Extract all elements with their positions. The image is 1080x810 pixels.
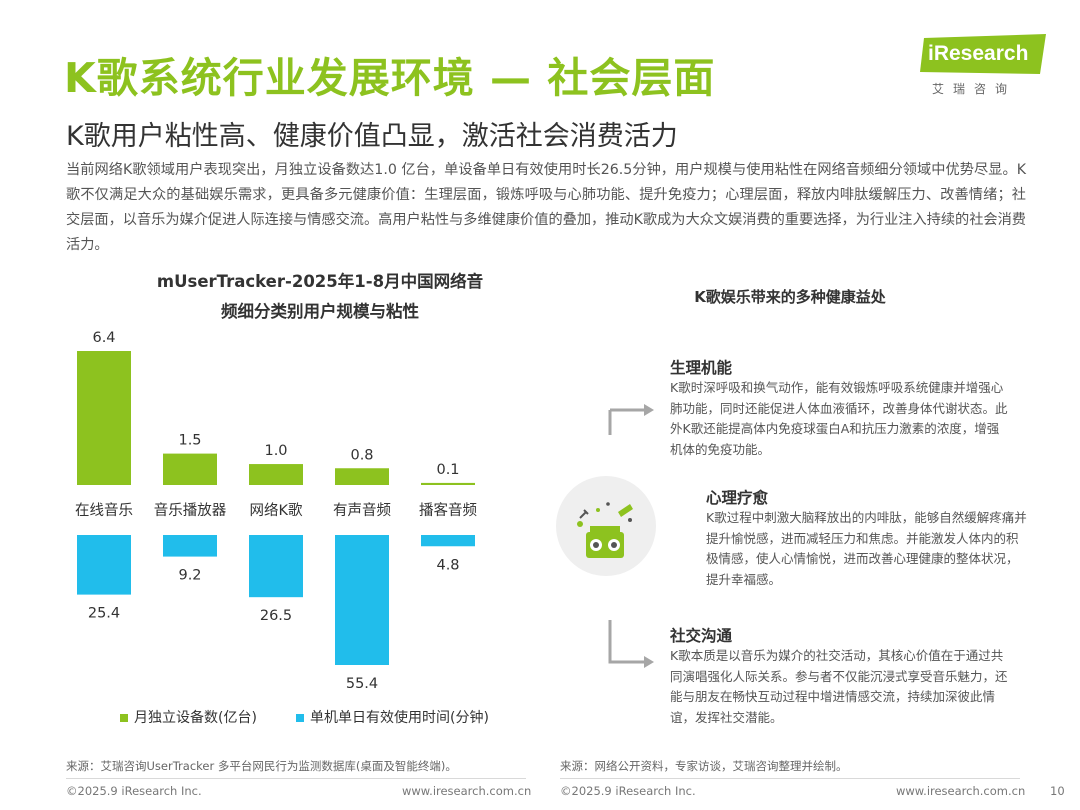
label-devices-2: 1.0 — [264, 443, 287, 459]
intro-paragraph: 当前网络K歌领域用户表现突出，月独立设备数达1.0 亿台，单设备单日有效使用时长… — [66, 162, 1026, 253]
legend-devices: 月独立设备数(亿台) — [120, 707, 257, 727]
category-label-3: 有声音频 — [333, 501, 391, 519]
benefit-heading-physical: 生理机能 — [670, 359, 733, 377]
source-right: 来源：网络公开资料，专家访谈，艾瑞咨询整理并绘制。 — [560, 759, 848, 773]
label-time-4: 4.8 — [436, 557, 459, 573]
page-number: 10 — [1050, 784, 1065, 798]
legend-time-swatch — [296, 714, 304, 722]
label-devices-0: 6.4 — [92, 330, 115, 346]
label-time-3: 55.4 — [346, 676, 378, 692]
bar-devices-4 — [421, 482, 475, 485]
bar-chart: 6.4 在线音乐 25.4 1.5 音乐播放器 9.2 1.0 网络K歌 26.5 0.8 有声音频… — [75, 330, 477, 692]
chart-title-line1: mUserTracker-2025年1-8月中国网络音 — [156, 272, 484, 291]
benefit-text-physical: K歌时深呼吸和换气动作，能有效锻炼呼吸系统健康并增强心肺功能，同时还能促进人体血… — [670, 380, 1008, 457]
footer-divider-right — [560, 778, 1020, 779]
bar-devices-1 — [163, 453, 217, 485]
bar-time-2 — [249, 535, 303, 598]
label-devices-1: 1.5 — [178, 433, 201, 449]
legend-time: 单机单日有效使用时间(分钟) — [296, 707, 489, 727]
chart-title-line2: 频细分类别用户规模与粘性 — [221, 302, 419, 321]
footer-divider-left — [66, 778, 526, 779]
source-left: 来源：艾瑞咨询UserTracker 多平台网民行为监测数据库(桌面及智能终端)… — [66, 759, 457, 773]
label-devices-3: 0.8 — [350, 447, 373, 463]
benefits-title: K歌娱乐带来的多种健康益处 — [694, 288, 886, 306]
benefit-text-social: K歌本质是以音乐为媒介的社交活动，其核心价值在于通过共同演唱强化人际关系。参与者… — [670, 648, 1008, 725]
logo-brand: iResearch — [928, 42, 1029, 65]
footer-url-left: www.iresearch.com.cn — [402, 784, 532, 798]
footer-copyright-right: ©2025.9 iResearch Inc. — [560, 784, 696, 798]
boombox-icon — [577, 502, 633, 558]
iresearch-logo: iResearch 艾瑞咨询 — [920, 34, 1050, 98]
label-time-2: 26.5 — [260, 608, 292, 624]
category-label-0: 在线音乐 — [75, 502, 133, 519]
benefit-text-mental: K歌过程中刺激大脑释放出的内啡肽，能够自然缓解疼痛并提升愉悦感，进而减轻压力和焦… — [706, 510, 1027, 587]
label-devices-4: 0.1 — [436, 462, 459, 478]
footer-url-right: www.iresearch.com.cn — [896, 784, 1026, 798]
category-label-2: 网络K歌 — [249, 502, 303, 519]
bar-time-0 — [77, 535, 131, 595]
benefit-heading-mental: 心理疗愈 — [706, 489, 769, 507]
legend-devices-swatch — [120, 714, 128, 722]
logo-cn: 艾瑞咨询 — [932, 82, 1017, 96]
category-label-1: 音乐播放器 — [154, 502, 227, 519]
logo-badge-shape — [920, 34, 1046, 74]
footer-copyright-left: ©2025.9 iResearch Inc. — [66, 784, 202, 798]
bar-time-1 — [163, 535, 217, 557]
bar-time-3 — [335, 535, 389, 665]
bar-devices-0 — [77, 351, 131, 485]
benefit-heading-social: 社交沟通 — [670, 627, 733, 645]
legend-devices-label: 月独立设备数(亿台) — [134, 710, 257, 726]
bar-time-4 — [421, 535, 475, 547]
bar-devices-3 — [335, 468, 389, 485]
page-subtitle: K歌用户粘性高、健康价值凸显，激活社会消费活力 — [66, 121, 678, 152]
label-time-0: 25.4 — [88, 606, 120, 622]
bar-devices-2 — [249, 464, 303, 485]
label-time-1: 9.2 — [178, 568, 201, 584]
category-label-4: 播客音频 — [419, 502, 477, 519]
page-title: K歌系统行业发展环境 — 社会层面 — [64, 54, 716, 102]
legend-time-label: 单机单日有效使用时间(分钟) — [310, 710, 489, 726]
